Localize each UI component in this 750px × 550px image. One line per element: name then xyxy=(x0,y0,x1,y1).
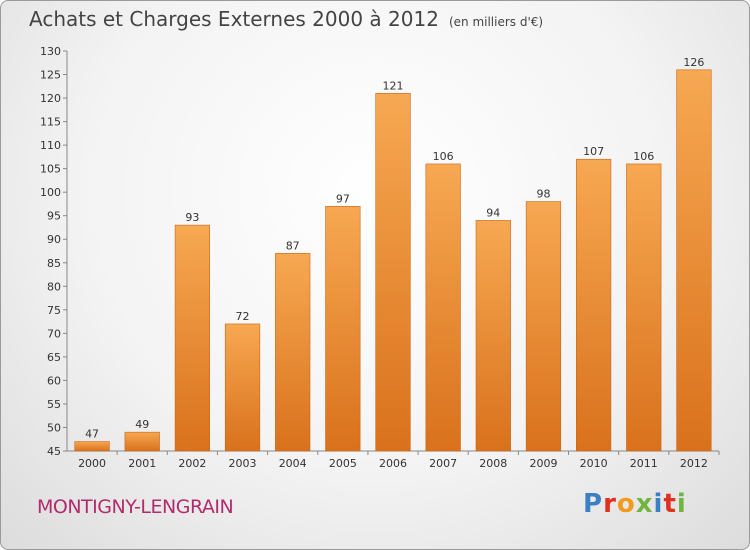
x-tick-label: 2001 xyxy=(128,457,156,470)
bar-value-label: 93 xyxy=(185,211,199,224)
bar xyxy=(626,163,662,452)
y-tick-label: 75 xyxy=(47,304,61,317)
y-tick-label: 55 xyxy=(47,398,61,411)
brand-letter: r xyxy=(603,489,617,519)
chart-title-text: Achats et Charges Externes 2000 à 2012 xyxy=(29,7,439,31)
axes: 45 50 55 60 65 70 75 80 85 90 95 100 105 110 115 120 125… xyxy=(40,45,720,458)
brand-logo: Proxiti xyxy=(583,489,687,519)
bar-value-label: 106 xyxy=(433,150,454,163)
y-tick-label: 100 xyxy=(40,186,61,199)
bar xyxy=(425,163,461,452)
y-tick-label: 65 xyxy=(47,351,61,364)
x-tick-label: 2004 xyxy=(279,457,307,470)
bar-value-label: 121 xyxy=(383,79,404,92)
y-tick-label: 95 xyxy=(47,210,61,223)
y-tick-label: 130 xyxy=(40,45,61,58)
x-tick-label: 2006 xyxy=(379,457,407,470)
bar xyxy=(576,158,612,452)
brand-letter: P xyxy=(583,489,604,519)
bar xyxy=(74,441,110,452)
x-tick-label: 2007 xyxy=(429,457,457,470)
bars xyxy=(74,69,712,452)
brand-letter: t xyxy=(663,489,677,519)
bar-value-label: 72 xyxy=(236,310,250,323)
y-tick-label: 105 xyxy=(40,163,61,176)
bar-value-label: 107 xyxy=(583,145,604,158)
chart-unit-note: (en milliers d'€) xyxy=(448,15,544,29)
y-tick-label: 85 xyxy=(47,257,61,270)
x-tick-label: 2012 xyxy=(680,457,708,470)
brand-letter: x xyxy=(635,489,654,519)
y-tick-label: 125 xyxy=(40,69,61,82)
y-tick-label: 90 xyxy=(47,233,61,246)
bar-value-label: 87 xyxy=(286,239,300,252)
bar xyxy=(475,220,511,452)
y-tick-label: 60 xyxy=(47,374,61,387)
bar xyxy=(676,69,712,452)
brand-letter: o xyxy=(616,489,636,519)
chart-title: Achats et Charges Externes 2000 à 2012 (e… xyxy=(29,7,543,31)
x-tick-label: 2002 xyxy=(178,457,206,470)
x-tick-label: 2011 xyxy=(630,457,658,470)
x-tick-label: 2010 xyxy=(580,457,608,470)
x-tick-label: 2008 xyxy=(479,457,507,470)
bar-value-label: 47 xyxy=(85,428,99,441)
y-tick-label: 45 xyxy=(47,445,61,458)
x-tick-label: 2000 xyxy=(78,457,106,470)
y-tick-label: 110 xyxy=(40,139,61,152)
brand-letter: i xyxy=(676,489,687,519)
location-name: MONTIGNY-LENGRAIN xyxy=(37,496,234,518)
bar-value-label: 106 xyxy=(633,150,654,163)
bar xyxy=(174,224,210,452)
y-tick-label: 80 xyxy=(47,280,61,293)
y-tick-label: 50 xyxy=(47,421,61,434)
bar xyxy=(375,93,411,452)
y-tick-label: 70 xyxy=(47,327,61,340)
bar xyxy=(525,201,562,452)
x-tick-label: 2003 xyxy=(229,457,257,470)
y-tick-label: 115 xyxy=(40,116,61,129)
bar xyxy=(325,205,361,452)
bar-value-label: 94 xyxy=(486,206,500,219)
labels: 47 2000 49 2001 93 2002 72 2003 87 2004 97 2005 121 2… xyxy=(78,56,708,470)
bar-value-label: 98 xyxy=(536,188,550,201)
bar xyxy=(124,431,160,452)
brand-letter: i xyxy=(653,489,664,519)
bar-value-label: 97 xyxy=(336,192,350,205)
bar xyxy=(275,253,311,452)
bar xyxy=(224,323,261,452)
y-tick-label: 120 xyxy=(40,92,61,105)
x-tick-label: 2005 xyxy=(329,457,357,470)
x-tick-label: 2009 xyxy=(529,457,557,470)
bar-value-label: 49 xyxy=(135,418,149,431)
bar-value-label: 126 xyxy=(683,56,704,69)
